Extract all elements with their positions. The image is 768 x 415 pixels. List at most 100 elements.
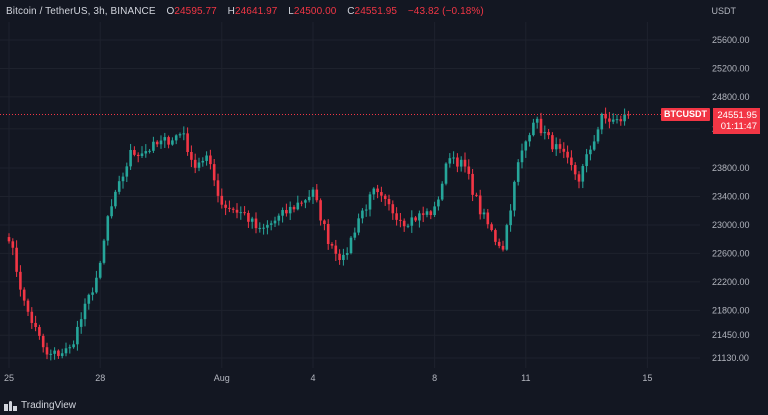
- candle-body: [15, 247, 18, 272]
- candle-body: [361, 210, 364, 219]
- candle-body: [490, 224, 493, 231]
- last-price-value: 24551.95: [717, 109, 757, 121]
- candle-body: [64, 348, 68, 354]
- candle-body: [182, 133, 186, 135]
- candle-body: [53, 350, 56, 354]
- candlestick-series: [7, 107, 630, 361]
- candle-body: [201, 160, 205, 163]
- candle-body: [148, 150, 151, 152]
- candle-body: [543, 132, 547, 134]
- currency-label[interactable]: USDT: [711, 6, 737, 16]
- candle-body: [155, 141, 159, 145]
- candle-body: [11, 241, 15, 248]
- price-tick-label: 25600.00: [712, 35, 750, 45]
- candle-body: [60, 353, 64, 356]
- candle-body: [167, 137, 170, 145]
- candle-body: [338, 253, 341, 261]
- candle-body: [288, 206, 292, 214]
- candle-body: [459, 159, 463, 167]
- time-tick-label: 15: [642, 373, 652, 383]
- candle-body: [22, 289, 26, 301]
- candle-body: [136, 154, 140, 157]
- candle-body: [133, 149, 136, 155]
- candle-body: [482, 212, 486, 215]
- candle-body: [368, 194, 372, 210]
- candle-body: [596, 129, 600, 142]
- candle-body: [547, 132, 550, 136]
- candle-body: [520, 150, 524, 163]
- candle-body: [539, 118, 543, 134]
- candle-body: [570, 157, 573, 166]
- candle-body: [197, 162, 201, 168]
- candle-body: [357, 218, 360, 233]
- candle-body: [41, 335, 45, 348]
- candle-body: [231, 208, 235, 210]
- high-label: H: [227, 6, 235, 17]
- price-tick-label: 21130.00: [712, 353, 749, 363]
- open-label: O: [166, 6, 175, 17]
- tradingview-logo-icon: [4, 400, 17, 411]
- candle-body: [471, 173, 474, 195]
- candle-body: [353, 232, 357, 238]
- candle-body: [209, 155, 212, 165]
- candle-body: [171, 140, 174, 145]
- symbol-description: Bitcoin / TetherUS, 3h, BINANCE: [6, 6, 156, 17]
- candle-body: [562, 148, 566, 152]
- candle-body: [558, 144, 562, 149]
- candle-body: [494, 230, 497, 242]
- candle-body: [627, 114, 630, 116]
- candle-body: [433, 206, 436, 216]
- price-tick-label: 24800.00: [712, 92, 750, 102]
- time-tick-label: 11: [521, 373, 530, 383]
- candle-body: [239, 212, 243, 214]
- candle-body: [304, 200, 307, 203]
- ticker-tag: BTCUSDT: [661, 107, 710, 121]
- candle-body: [38, 327, 41, 336]
- candle-body: [391, 204, 395, 214]
- candle-body: [535, 118, 539, 123]
- price-axis[interactable]: 25600.0025200.0024800.0024350.0023800.00…: [712, 35, 750, 363]
- time-axis[interactable]: 25 28 Aug 4 8 11 15: [4, 373, 652, 383]
- candle-body: [281, 210, 284, 216]
- candle-body: [266, 224, 269, 228]
- close-label: C: [347, 6, 355, 17]
- candle-body: [34, 322, 37, 328]
- candle-body: [152, 141, 155, 151]
- candle-body: [478, 195, 482, 215]
- candle-body: [581, 166, 585, 182]
- candle-body: [505, 225, 509, 250]
- candle-body: [608, 118, 611, 122]
- candle-body: [212, 164, 216, 181]
- price-tick-label: 25200.00: [712, 63, 750, 73]
- price-tick-label: 23800.00: [712, 163, 750, 173]
- candle-body: [402, 220, 406, 227]
- candle-body: [516, 162, 520, 182]
- candle-body: [254, 218, 258, 229]
- candle-body: [258, 227, 262, 229]
- candle-body: [623, 114, 626, 122]
- candle-body: [110, 206, 113, 217]
- candle-body: [577, 174, 581, 182]
- candle-body: [414, 217, 417, 221]
- tradingview-brand[interactable]: TradingView: [4, 400, 76, 411]
- high-value: 24641.97: [234, 6, 278, 17]
- candle-body: [220, 195, 224, 205]
- candle-body: [326, 224, 330, 245]
- candle-body: [186, 133, 189, 152]
- price-tick-label: 21450.00: [712, 330, 750, 340]
- candle-body: [79, 319, 83, 327]
- symbol-legend[interactable]: Bitcoin / TetherUS, 3h, BINANCE O24595.7…: [6, 6, 484, 17]
- candle-body: [216, 180, 220, 196]
- candle-body: [45, 347, 49, 355]
- candle-body: [235, 209, 239, 213]
- candle-body: [174, 135, 178, 141]
- candle-body: [121, 176, 125, 182]
- candle-body: [342, 254, 345, 261]
- candle-body: [125, 166, 129, 177]
- candle-body: [7, 237, 11, 242]
- candle-body: [463, 159, 467, 167]
- candle-body: [528, 135, 531, 142]
- candle-body: [140, 153, 144, 157]
- candle-body: [178, 134, 182, 136]
